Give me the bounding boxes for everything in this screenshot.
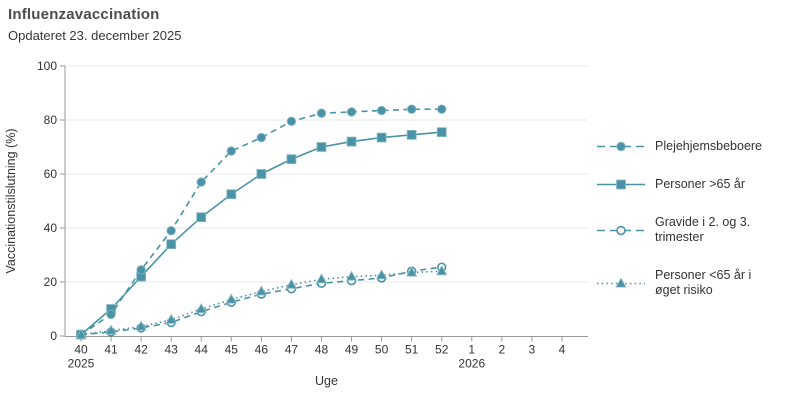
data-point [136,265,146,275]
data-point [195,302,207,313]
data-point [345,270,358,281]
x-tick-label: 52 [435,343,449,357]
series-personer-65-ar-i-oget-risiko [75,265,448,339]
series-line-personer-65-ar-i-oget-risiko [80,270,442,336]
data-point [346,107,357,117]
legend-item-personer-65-ar-i-oget-risiko: Personer <65 år i øget risiko [596,268,796,298]
y-axis-ticks: 0 20 40 60 80 100 [37,59,65,343]
x-tick-label: 41 [104,343,118,357]
legend-circle-dashed-line-icon [597,141,645,152]
x-tick-label: 47 [285,343,299,357]
data-point [196,212,207,223]
data-point [226,189,237,200]
x-tick-label: 2 [498,343,505,357]
data-point [406,266,418,277]
data-point [616,225,626,235]
data-point [105,324,117,335]
y-axis-title: Vaccinationstilslutning (%) [4,129,18,274]
data-point [166,225,176,236]
data-point [616,141,626,152]
data-point [436,265,448,276]
legend-label-plejehjemsbeboere: Plejehjemsbeboere [655,139,763,153]
legend-circle-open-dashed-line-icon [597,225,645,235]
x-axis-title: Uge [315,374,338,388]
chart-header: Influenzavaccination Opdateret 23. decem… [8,6,181,43]
data-point [225,293,237,304]
x-tick-label: 42 [134,343,148,357]
x-tick-label: 51 [405,343,419,357]
series-personer-65-ar [76,127,447,340]
data-point [316,108,327,118]
data-point [406,104,417,114]
x-tick-label: 50 [375,343,389,357]
legend-square-solid-line-icon [597,179,645,190]
x-year-label: 2025 [68,357,95,371]
legend-item-personer-65-ar: Personer >65 år [596,177,796,192]
data-point [376,105,387,116]
y-tick-label: 100 [37,59,57,73]
x-axis-ticks: 40 41 42 43 44 45 46 47 48 49 50 51 52 1 2 3 4 2025 2026 [68,336,566,371]
series-plejehjemsbeboere [76,104,447,340]
data-point [165,313,177,324]
x-tick-label: 45 [225,343,239,357]
legend-label-personer-65-ar-i-oget-risiko: Personer <65 år i øget risiko [655,268,752,297]
y-tick-label: 20 [44,275,58,289]
x-tick-label: 40 [74,343,88,357]
data-point [436,127,447,138]
axes [64,66,588,337]
x-tick-label: 43 [165,343,179,357]
data-point [437,104,447,114]
data-point [196,177,206,187]
chart-legend: Plejehjemsbeboere Personer >65 år Gravide … [596,139,796,298]
data-point [256,169,267,179]
chart-subtitle: Opdateret 23. december 2025 [8,28,182,43]
gridlines [65,65,588,283]
data-point [255,285,267,296]
x-tick-label: 46 [255,343,269,357]
x-tick-label: 1 [468,343,475,357]
data-point [286,116,297,127]
data-point [286,154,297,165]
series-line-gravide-i-2-og-3-trimester [80,266,442,336]
x-tick-label: 3 [529,343,536,357]
legend-label-personer-65-ar: Personer >65 år [655,177,745,191]
data-point [376,132,387,143]
data-point [75,328,87,339]
x-tick-label: 49 [345,343,359,357]
legend-item-plejehjemsbeboere: Plejehjemsbeboere [596,139,796,154]
data-point [166,239,177,250]
series-markers-plejehjemsbeboere [76,104,447,340]
x-tick-label: 4 [559,343,566,357]
chart-title: Influenzavaccination [8,6,160,23]
data-point [315,273,328,284]
y-tick-label: 0 [50,329,57,343]
data-point [376,269,388,280]
data-point [256,132,267,143]
series-markers-personer-65-ar-i-oget-risiko [75,265,448,339]
y-tick-label: 60 [44,167,58,181]
legend-label-gravide-i-2-og-3-trimester: Gravide i 2. og 3. trimester [655,215,751,244]
y-tick-label: 80 [44,113,58,127]
data-point [106,309,116,320]
legend-item-gravide-i-2-og-3-trimester: Gravide i 2. og 3. trimester [596,215,796,245]
data-point [316,142,327,152]
x-year-label: 2026 [458,357,485,371]
series-line-plejehjemsbeboere [80,108,442,336]
data-point [616,179,626,190]
data-point [615,276,627,287]
data-point [346,136,357,147]
data-point [406,129,417,140]
legend-triangle-dotted-line-icon [597,276,645,287]
series-markers-personer-65-ar [76,127,447,340]
data-point [285,278,298,289]
x-tick-label: 48 [315,343,329,357]
data-point [226,146,237,156]
y-tick-label: 40 [44,221,58,235]
data-point [135,320,147,331]
series-line-personer-65-ar [80,131,442,336]
x-tick-label: 44 [195,343,209,357]
